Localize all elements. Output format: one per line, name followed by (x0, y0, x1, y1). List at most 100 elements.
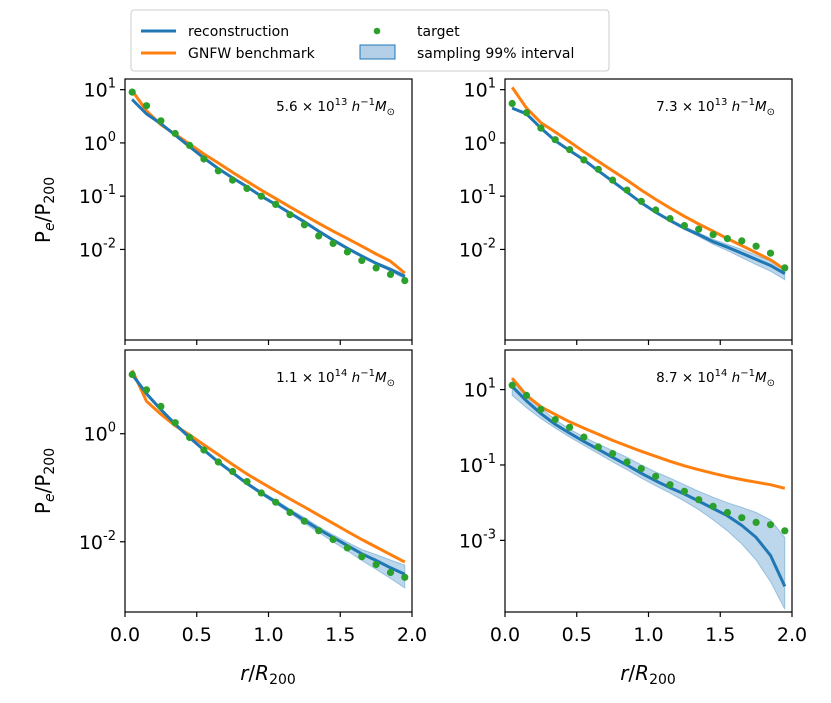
target-point (329, 535, 337, 544)
y-tick-label: 10-2 (79, 529, 116, 554)
target-point (652, 206, 660, 214)
plot-area (508, 86, 789, 281)
target-point (522, 109, 531, 117)
target-point (609, 176, 617, 184)
target-point (666, 481, 674, 489)
target-point (186, 141, 194, 149)
target-point (171, 129, 179, 138)
target-point (372, 560, 380, 569)
x-tick-label: 0.0 (110, 624, 140, 646)
axes-frame (504, 78, 793, 341)
y-tick-label: 101 (464, 377, 496, 402)
target-point (652, 472, 660, 480)
target-point (272, 498, 280, 506)
x-tick-label: 0.0 (490, 624, 520, 646)
panel-1: 101 100 10-1 10-2 5.6 × 1013 h−1M⊙ (79, 77, 413, 345)
y-tick-label: 10-1 (459, 183, 496, 208)
target-point (709, 231, 717, 239)
target-point (508, 99, 516, 108)
target-point (128, 370, 136, 379)
target-point (300, 517, 308, 525)
legend-frame (130, 9, 610, 72)
target-point (401, 277, 409, 285)
target-point (623, 186, 631, 194)
x-tick-label: 2.0 (777, 624, 807, 646)
target-point (680, 222, 689, 230)
plot-area (128, 369, 409, 589)
target-point (695, 225, 703, 233)
x-tick-label: 2.0 (397, 624, 427, 646)
panel-3: 0.0 0.5 1.0 1.5 2.0 100 10-2 1.1 × 1014 h−1M⊙ (79, 349, 427, 646)
target-point (272, 200, 280, 208)
axes-frame (124, 349, 413, 613)
reconstruction-line (130, 373, 406, 576)
target-point (738, 237, 746, 245)
target-point (243, 478, 251, 486)
sampling-band (131, 97, 406, 280)
panel-4: 0.0 0.5 1.0 1.5 2.0 101 10-1 10-3 8.7 × 1014 h−1… (459, 349, 807, 646)
target-point (709, 502, 717, 510)
target-point (637, 197, 645, 205)
target-point (594, 165, 602, 173)
target-point (142, 386, 151, 394)
x-tick-label: 1.0 (253, 624, 283, 646)
y-tick-label: 101 (464, 77, 496, 102)
target-point (257, 192, 265, 200)
target-point (752, 242, 760, 250)
target-point (358, 256, 366, 265)
reconstruction-line (131, 98, 406, 278)
target-point (200, 155, 208, 163)
x-tick-label: 1.5 (705, 624, 735, 646)
target-point (566, 423, 574, 431)
target-point (522, 391, 531, 399)
reconstruction-line (511, 106, 786, 276)
legend-target-label: target (417, 24, 460, 40)
target-point (386, 568, 395, 577)
legend-target-swatch (373, 27, 381, 35)
x-axis-label-right: r/R200 (620, 661, 676, 688)
target-point (214, 167, 222, 175)
target-point (300, 221, 308, 229)
gnfw-line (510, 86, 786, 271)
target-point (766, 521, 775, 529)
target-point (580, 433, 588, 441)
sampling-band (511, 376, 786, 610)
y-tick-label: 101 (84, 77, 116, 102)
target-point (637, 465, 645, 473)
x-tick-label: 0.5 (182, 624, 212, 646)
mass-annotation: 7.3 × 1013 h−1M⊙ (656, 97, 775, 118)
target-point (128, 88, 136, 96)
target-point (781, 527, 789, 535)
plot-area (508, 376, 789, 610)
target-point (594, 443, 602, 451)
target-point (680, 487, 689, 495)
target-point (186, 433, 194, 442)
target-point (580, 156, 588, 164)
y-tick-label: 10-2 (459, 236, 496, 261)
y-tick-label: 100 (84, 130, 116, 155)
target-point (286, 211, 294, 219)
y-tick-label: 10-1 (459, 452, 496, 477)
legend-band-swatch (359, 44, 396, 60)
target-point (315, 527, 323, 535)
mass-annotation: 8.7 × 1014 h−1M⊙ (656, 368, 775, 389)
target-point (666, 215, 674, 223)
x-axis-label-left: r/R200 (240, 661, 296, 688)
target-point (343, 544, 351, 552)
target-point (766, 249, 775, 257)
target-point (566, 146, 574, 154)
target-point (286, 508, 294, 516)
target-point (358, 553, 366, 561)
target-point (229, 467, 237, 476)
target-point (171, 419, 179, 427)
target-point (537, 124, 545, 132)
y-axis-label-bottom: Pe/P200 (31, 448, 58, 514)
legend-reconstruction-label: reconstruction (188, 24, 289, 40)
y-tick-label: 10-3 (459, 527, 496, 552)
gnfw-line (511, 377, 786, 490)
target-point (157, 402, 165, 410)
x-tick-label: 0.5 (562, 624, 592, 646)
y-tick-label: 10-2 (79, 236, 116, 261)
target-point (214, 458, 222, 466)
